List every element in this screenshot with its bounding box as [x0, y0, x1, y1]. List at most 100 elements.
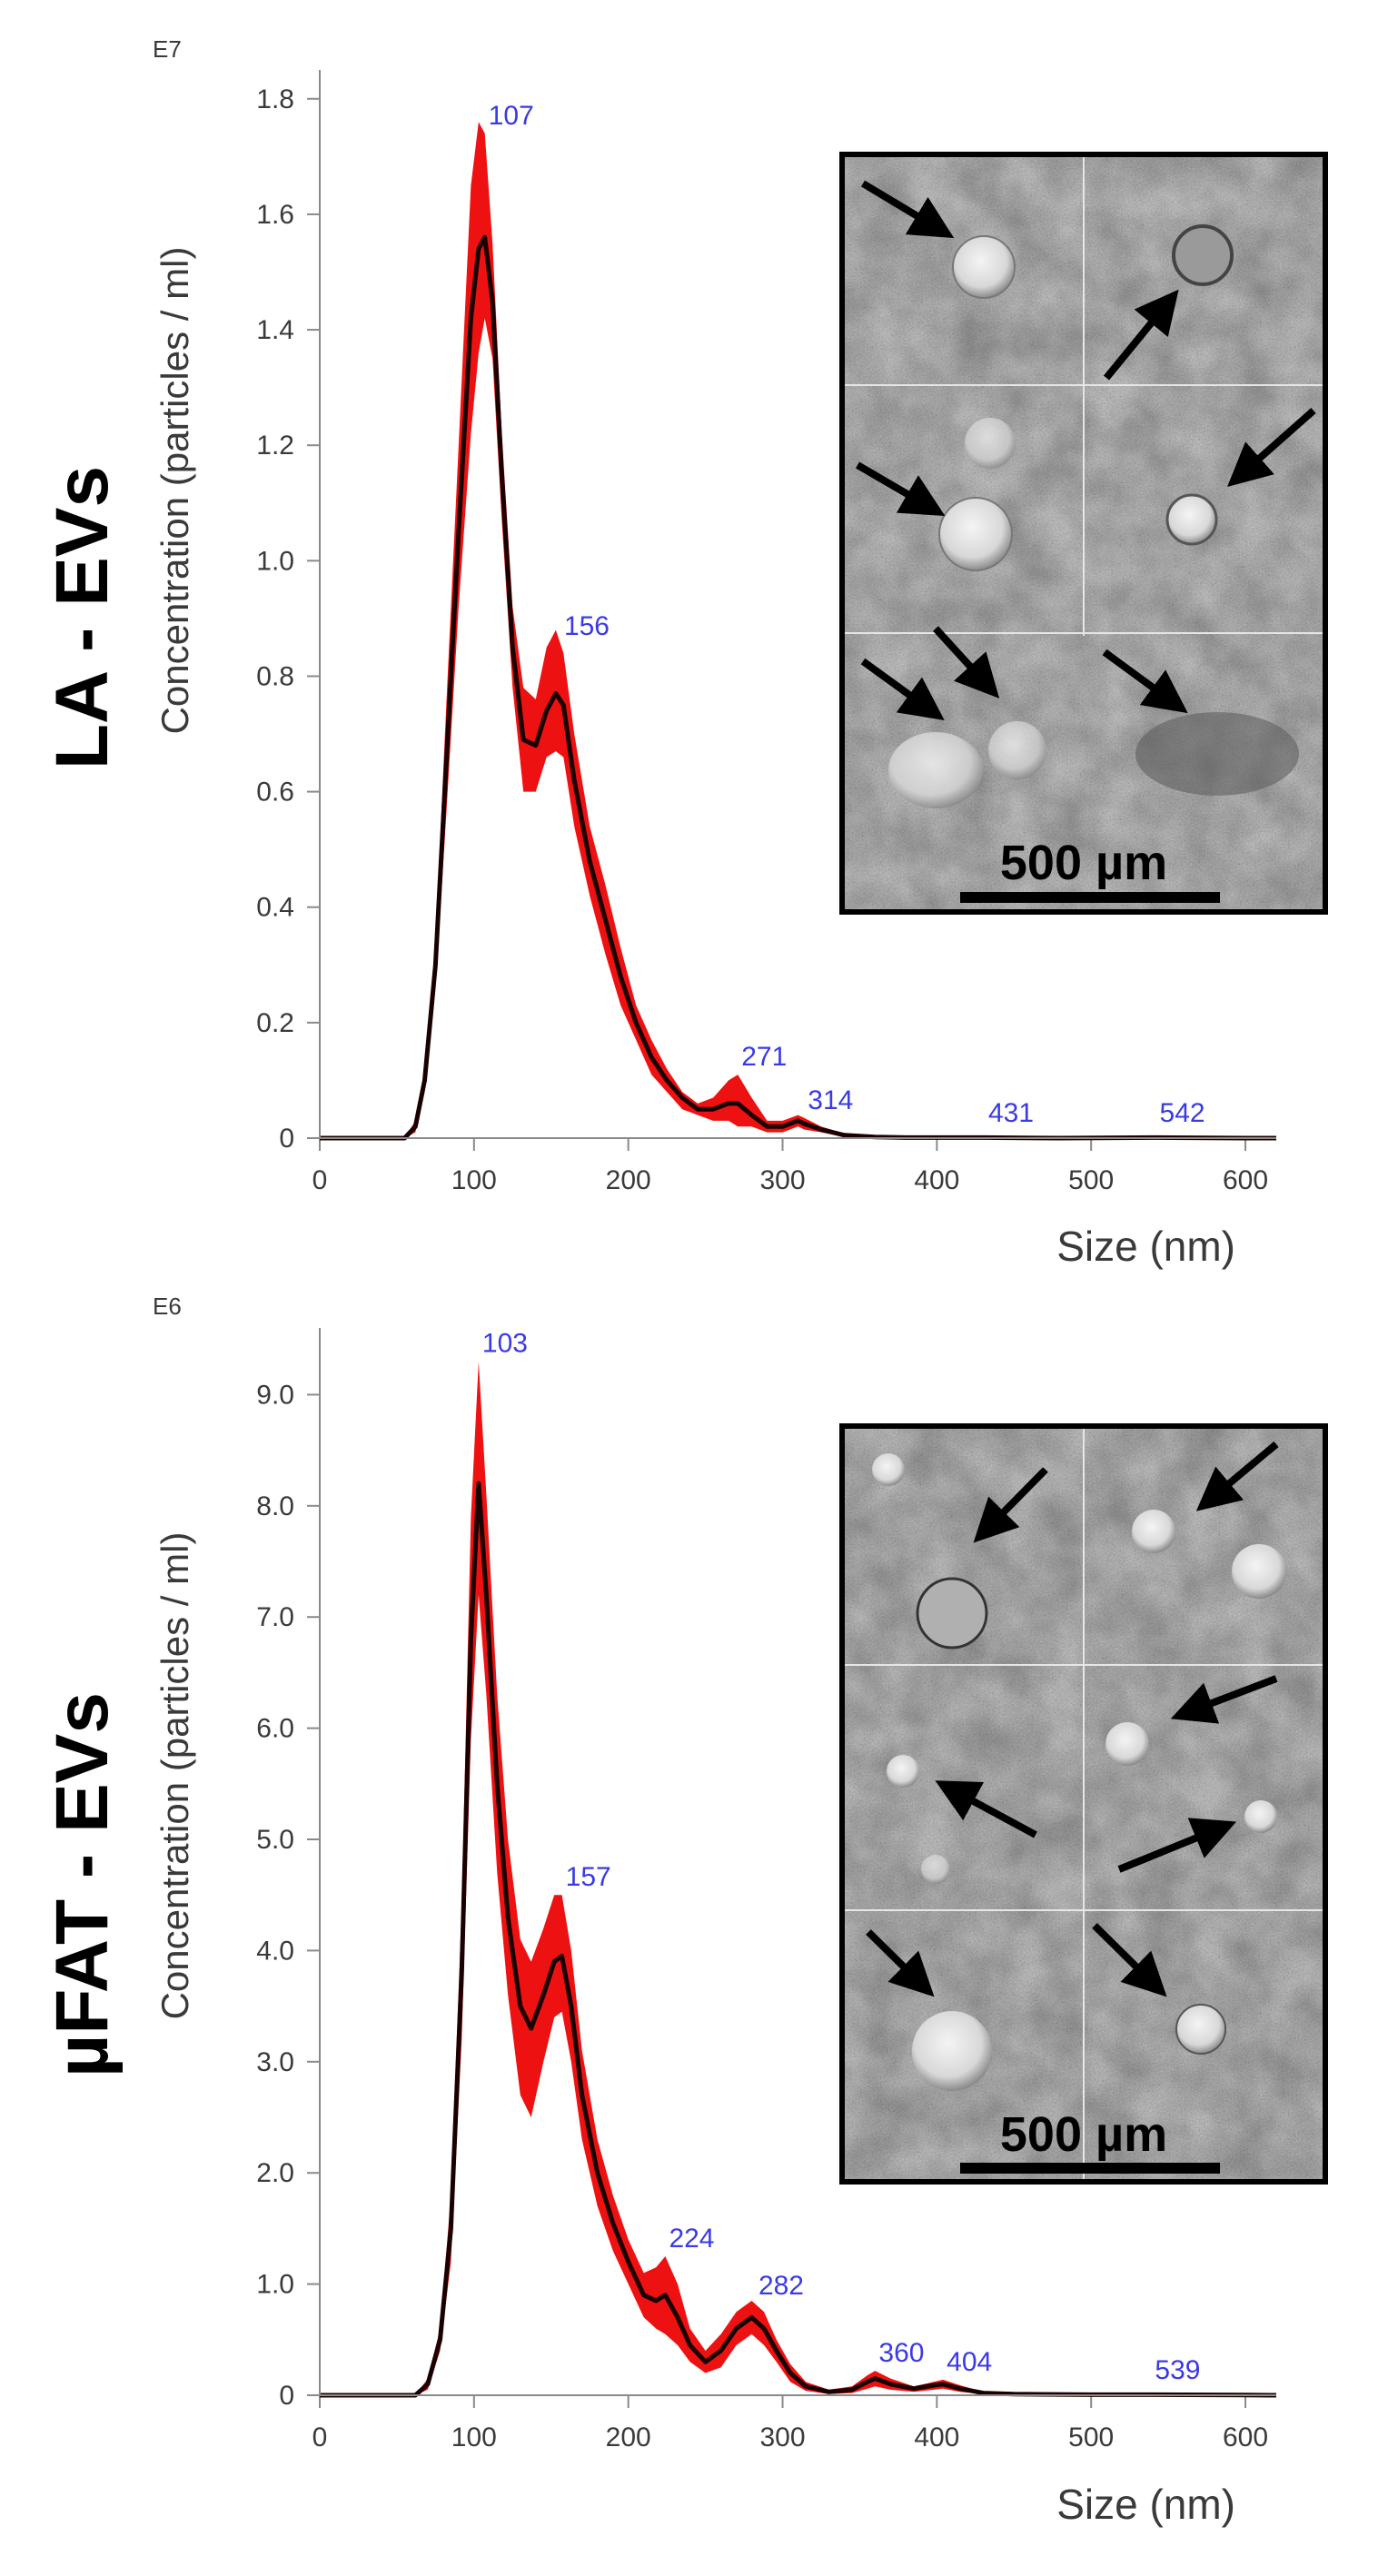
x-tick-label: 100 [451, 2422, 497, 2452]
tem-inset: 500 µm [839, 1423, 1328, 2185]
y-tick-label: 0 [279, 1124, 294, 1154]
y-tick-label: 1.4 [256, 315, 294, 345]
arrow-icon [933, 626, 1000, 698]
vesicle [965, 418, 1016, 469]
x-axis-label: Size (nm) [1056, 2481, 1235, 2528]
y-tick-label: 7.0 [256, 1602, 294, 1632]
y-tick-label: 0 [279, 2381, 294, 2411]
peak-label: 314 [808, 1085, 853, 1115]
y-tick-label: 0.8 [256, 661, 294, 691]
arrow-icon [866, 1929, 935, 1997]
y-tick-label: 3.0 [256, 2047, 294, 2077]
y-tick-label: 8.0 [256, 1491, 294, 1521]
peak-label: 539 [1155, 2355, 1200, 2385]
mean-line [320, 234, 1276, 1141]
peak-label: 224 [669, 2224, 714, 2254]
y-tick-label: 2.0 [256, 2158, 294, 2188]
vesicle [952, 235, 1016, 299]
vesicle [921, 1855, 950, 1884]
vesicle [1244, 1800, 1277, 1833]
vesicle [887, 1755, 919, 1788]
scale-bar-label: 500 µm [1000, 836, 1167, 890]
arrow-icon [1092, 1923, 1167, 1997]
peak-label: 282 [758, 2271, 804, 2301]
arrow-icon [1117, 1818, 1237, 1873]
scale-bar-label: 500 µm [1000, 2107, 1167, 2162]
y-tick-label: 0.6 [256, 778, 294, 807]
vesicle [912, 2011, 992, 2091]
arrow-icon [855, 461, 946, 517]
vesicle [1175, 2004, 1226, 2055]
y-tick-label: 1.2 [256, 431, 294, 461]
vesicle [1165, 493, 1218, 546]
y-tick-label: 1.0 [256, 2270, 294, 2300]
vesicle [1105, 1722, 1149, 1766]
vesicle [888, 732, 983, 808]
arrow-icon [1103, 289, 1179, 381]
tem-inset: 500 µm [839, 152, 1328, 915]
peak-label: 271 [741, 1042, 787, 1072]
vesicle [1135, 712, 1299, 796]
arrow-icon [1227, 408, 1316, 487]
vesicle [988, 721, 1046, 779]
vesicle [938, 497, 1013, 571]
y-tick-label: 0.4 [256, 893, 294, 923]
y-tick-label: 6.0 [256, 1714, 294, 1744]
chart-panel-ufat-evs: µFAT - EVs E6 Concentration (particles /… [41, 1293, 1328, 2528]
y-tick-label: 1.6 [256, 200, 294, 230]
y-tick-label: 4.0 [256, 1936, 294, 1966]
peak-label: 542 [1160, 1098, 1205, 1128]
x-ticks: 0 100 200 300 400 500 600 [312, 2395, 1268, 2452]
x-tick-label: 400 [914, 1165, 959, 1195]
x-tick-label: 200 [606, 2422, 651, 2452]
y-tick-label: 1.8 [256, 84, 294, 114]
arrow-icon [973, 1467, 1048, 1543]
vesicle [916, 1577, 988, 1650]
y-ticks: 0 1.0 2.0 3.0 4.0 5.0 6.0 7.0 8.0 9.0 [256, 1380, 320, 2411]
peak-label: 103 [482, 1329, 528, 1359]
x-tick-label: 600 [1223, 2422, 1268, 2452]
vesicle [872, 1453, 905, 1486]
y-axis-label: Concentration (particles / ml) [154, 1532, 196, 2020]
y-exponent-label: E6 [153, 1293, 182, 1320]
vesicle [1232, 1544, 1286, 1599]
arrow-icon [1170, 1675, 1278, 1724]
peak-label: 156 [564, 611, 610, 641]
y-tick-label: 0.2 [256, 1008, 294, 1038]
panel-title: LA - EVs [41, 466, 124, 769]
arrow-icon [860, 658, 945, 721]
peak-label: 107 [489, 101, 534, 131]
y-tick-label: 9.0 [256, 1380, 294, 1410]
x-tick-label: 300 [759, 1165, 805, 1195]
error-band [320, 1361, 1276, 2395]
arrow-icon [1102, 649, 1188, 714]
x-tick-label: 0 [312, 2422, 328, 2452]
panel-title: µFAT - EVs [41, 1692, 124, 2077]
arrow-icon [935, 1780, 1037, 1838]
x-tick-label: 600 [1223, 1165, 1268, 1195]
x-tick-label: 400 [914, 2422, 959, 2452]
x-axis-label: Size (nm) [1056, 1223, 1235, 1270]
vesicle [1132, 1510, 1175, 1553]
vesicle [1172, 224, 1234, 286]
chart-panel-la-evs: LA - EVs E7 Concentration (particles / m… [41, 35, 1328, 1270]
x-tick-label: 500 [1068, 2422, 1114, 2452]
peak-label: 431 [988, 1098, 1034, 1128]
x-tick-label: 200 [606, 1165, 651, 1195]
scale-bar [960, 2163, 1220, 2174]
y-ticks: 0 0.2 0.4 0.6 0.8 1.0 1.2 1.4 1.6 1.8 [256, 84, 320, 1154]
peak-label: 360 [878, 2338, 924, 2368]
peak-labels: 107 156 271 314 431 542 [489, 101, 1205, 1128]
arrow-icon [1195, 1441, 1279, 1511]
scale-bar [960, 892, 1220, 903]
peak-label: 157 [566, 1862, 611, 1892]
x-tick-label: 100 [451, 1165, 497, 1195]
y-tick-label: 1.0 [256, 546, 294, 576]
mean-line [320, 1481, 1277, 2398]
x-tick-label: 500 [1068, 1165, 1114, 1195]
arrow-icon [860, 180, 955, 239]
x-ticks: 0 100 200 300 400 500 600 [312, 1138, 1268, 1195]
y-exponent-label: E7 [153, 35, 182, 63]
peak-labels: 103 157 224 282 360 404 539 [482, 1329, 1201, 2385]
